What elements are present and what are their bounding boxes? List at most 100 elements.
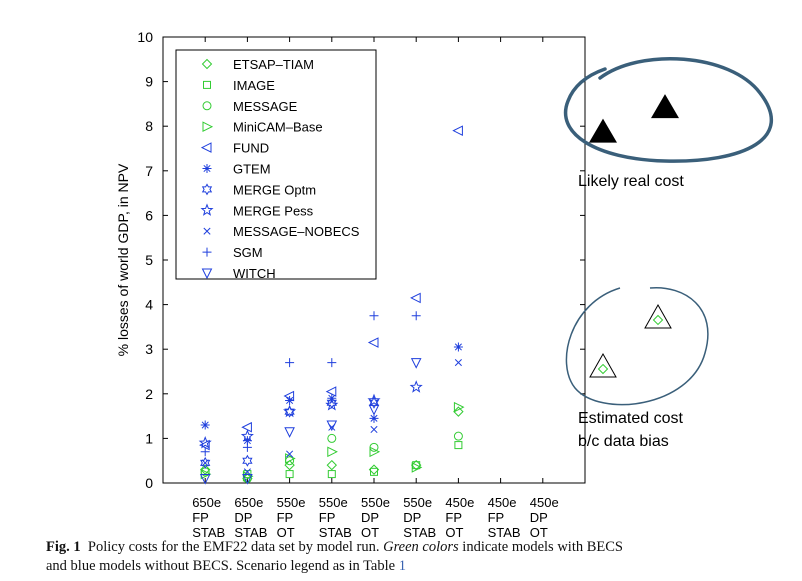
x-tick-label: OT bbox=[361, 525, 379, 540]
y-tick-label: 4 bbox=[145, 297, 153, 313]
legend-label: IMAGE bbox=[233, 78, 275, 93]
x-tick-label: FP bbox=[277, 510, 294, 525]
x-tick-label: STAB bbox=[488, 525, 521, 540]
point-image bbox=[327, 470, 336, 479]
legend-label: MERGE Pess bbox=[233, 203, 314, 218]
x-tick-label: 550e bbox=[403, 495, 432, 510]
legend-label: MERGE Optm bbox=[233, 182, 316, 197]
legend-label: FUND bbox=[233, 141, 269, 156]
legend-label: MESSAGE–NOBECS bbox=[233, 224, 360, 239]
point-merge-optm bbox=[284, 405, 295, 418]
y-tick-label: 9 bbox=[145, 74, 153, 90]
x-tick-label: FP bbox=[445, 510, 462, 525]
point-sgm bbox=[200, 447, 210, 457]
filled-triangle-marker bbox=[651, 94, 679, 119]
x-tick-label: OT bbox=[445, 525, 463, 540]
point-image bbox=[370, 467, 378, 476]
x-tick-label: OT bbox=[277, 525, 295, 540]
y-tick-label: 10 bbox=[137, 29, 153, 45]
point-merge-pess bbox=[240, 429, 254, 442]
x-tick-label: DP bbox=[530, 510, 548, 525]
x-tick-label: 650e bbox=[192, 495, 221, 510]
annotation-estimated-cost: b/c data bias bbox=[578, 433, 669, 450]
point-witch bbox=[284, 427, 295, 438]
x-tick-label: 450e bbox=[530, 495, 559, 510]
point-fund bbox=[452, 125, 463, 136]
point-message-nobecs bbox=[201, 459, 209, 467]
y-tick-label: 1 bbox=[145, 430, 153, 446]
point-sgm bbox=[327, 358, 337, 368]
figure-caption: Fig. 1 Policy costs for the EMF22 data s… bbox=[46, 538, 796, 576]
legend-label: WITCH bbox=[233, 266, 276, 281]
point-merge-optm bbox=[368, 396, 380, 409]
x-tick-label: STAB bbox=[192, 525, 225, 540]
point-witch bbox=[326, 420, 338, 432]
point-gtem bbox=[200, 420, 210, 430]
outlined-triangle-marker bbox=[644, 303, 672, 329]
annotation-ellipse-bottom bbox=[565, 287, 709, 406]
legend-marker bbox=[202, 121, 214, 133]
y-tick-label: 6 bbox=[145, 207, 153, 223]
x-tick-label: OT bbox=[530, 525, 548, 540]
legend-label: MESSAGE bbox=[233, 99, 298, 114]
legend-box bbox=[175, 49, 377, 280]
annotation-green-point bbox=[597, 363, 609, 375]
y-tick-label: 8 bbox=[145, 118, 153, 134]
legend-label: MiniCAM–Base bbox=[233, 120, 323, 135]
x-tick-label: FP bbox=[488, 510, 505, 525]
point-etsap-tiam bbox=[326, 459, 338, 471]
x-tick-label: 550e bbox=[319, 495, 348, 510]
point-merge-pess bbox=[283, 404, 297, 418]
outlined-triangle-marker bbox=[589, 353, 617, 378]
point-minicam-base bbox=[369, 446, 381, 458]
x-tick-label: FP bbox=[319, 510, 336, 525]
legend-marker bbox=[202, 164, 212, 173]
legend-label: GTEM bbox=[233, 162, 271, 177]
annotation-estimated-cost: Estimated cost bbox=[578, 410, 683, 427]
y-tick-label: 3 bbox=[145, 341, 153, 357]
point-witch bbox=[368, 404, 380, 416]
legend-marker bbox=[202, 101, 212, 111]
point-message bbox=[327, 433, 337, 443]
point-sgm bbox=[369, 311, 379, 321]
legend-marker bbox=[203, 227, 211, 235]
y-axis: 0 1 2 3 4 5 6 7 8 9 10 bbox=[137, 29, 585, 491]
x-tick-label: DP bbox=[361, 510, 379, 525]
point-minicam-base bbox=[285, 453, 296, 464]
point-gtem bbox=[285, 395, 295, 405]
legend-marker bbox=[201, 183, 213, 196]
point-fund bbox=[241, 421, 252, 433]
point-fund bbox=[410, 292, 421, 304]
legend-marker bbox=[202, 247, 212, 257]
point-merge-pess bbox=[325, 397, 339, 411]
y-axis-label: % losses of world GDP, in NPV bbox=[115, 163, 131, 356]
point-sgm bbox=[285, 358, 295, 368]
annotation-ellipse-top bbox=[563, 56, 774, 163]
data-marks bbox=[198, 125, 465, 485]
point-etsap-tiam bbox=[453, 406, 464, 417]
point-minicam-base bbox=[411, 462, 423, 473]
point-gtem bbox=[453, 342, 463, 352]
point-fund bbox=[367, 337, 379, 348]
table-reference-link[interactable]: 1 bbox=[398, 558, 406, 574]
x-tick-label: STAB bbox=[319, 525, 352, 540]
point-message-nobecs bbox=[243, 468, 251, 476]
caption-part3: indicate models with BECS bbox=[462, 539, 623, 555]
annotation-green-point bbox=[652, 314, 664, 326]
point-message-nobecs bbox=[286, 450, 294, 458]
y-tick-label: 2 bbox=[145, 386, 153, 402]
x-tick-label: 650e bbox=[234, 495, 263, 510]
point-message-nobecs bbox=[370, 425, 378, 434]
point-gtem bbox=[242, 436, 252, 446]
point-gtem bbox=[369, 413, 379, 423]
legend-marker bbox=[200, 142, 212, 153]
x-tick-label: 450e bbox=[445, 495, 474, 510]
point-image bbox=[285, 470, 294, 479]
point-witch bbox=[199, 474, 211, 485]
x-tick-label: STAB bbox=[234, 525, 267, 540]
legend-label: ETSAP–TIAM bbox=[233, 57, 314, 72]
point-minicam-base bbox=[453, 401, 465, 413]
y-tick-label: 5 bbox=[145, 252, 153, 268]
caption-part1: Policy costs for the EMF22 data set by m… bbox=[87, 539, 380, 555]
